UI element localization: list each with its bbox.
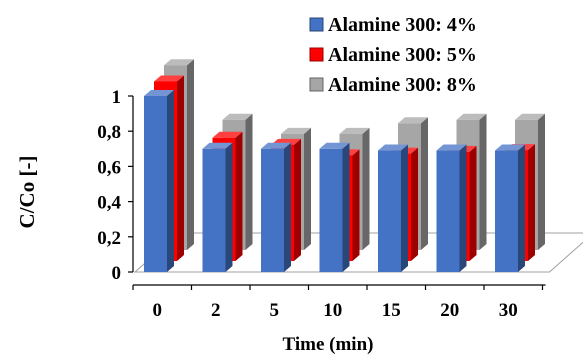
bar-top [144, 90, 174, 96]
legend-label: Alamine 300: 8% [328, 74, 477, 96]
x-tick-label: 5 [270, 300, 280, 321]
bar-top [378, 144, 408, 151]
bar-side [411, 147, 418, 261]
bar-front [378, 150, 401, 272]
bar-top [515, 113, 545, 120]
legend-label: Alamine 300: 4% [328, 14, 477, 36]
x-tick-label: 10 [323, 300, 342, 321]
bar-side [225, 142, 233, 272]
y-tick-label: 0,4 [97, 193, 121, 214]
x-tick-label: 0 [153, 300, 163, 321]
bar-front [202, 148, 226, 272]
legend-swatch [309, 47, 324, 62]
bar-side [518, 144, 525, 272]
legend-swatch [309, 77, 324, 92]
x-tick-label: 20 [440, 300, 459, 321]
bar-top [398, 117, 428, 124]
bar-side [245, 113, 253, 250]
x-tick-label: 2 [211, 300, 221, 321]
bar-side [167, 90, 174, 272]
bar-front [319, 148, 343, 272]
bar-side [352, 149, 360, 261]
legend-swatch [309, 17, 324, 32]
bar-top [339, 127, 370, 134]
bar-side [294, 138, 301, 261]
bar-side [538, 113, 545, 250]
bar [261, 142, 291, 272]
y-tick-label: 0,8 [97, 122, 121, 143]
bar [495, 144, 525, 272]
y-tick-label: 0 [112, 263, 122, 284]
x-tick-label: 15 [382, 300, 401, 321]
x-tick-label: 30 [499, 300, 518, 321]
bar-top [222, 113, 253, 120]
bar-side [284, 142, 291, 272]
bar-front [261, 148, 284, 272]
bar-top [154, 75, 184, 82]
bar-side [479, 113, 487, 250]
bar-side [177, 75, 184, 261]
legend-label: Alamine 300: 5% [328, 44, 477, 66]
bar-top [212, 131, 243, 138]
bar-top [261, 142, 291, 149]
bar-top [319, 142, 350, 149]
legend: Alamine 300: 4% Alamine 300: 5% Alamine 30… [309, 14, 477, 96]
bar-side [187, 59, 194, 251]
bar-front [144, 96, 167, 272]
bar [319, 142, 350, 272]
bar-side [459, 144, 467, 272]
bar-top [436, 144, 467, 151]
bar-front [436, 150, 460, 272]
bar-side [401, 144, 408, 272]
bar-side [421, 117, 428, 250]
bar-side [469, 145, 477, 261]
y-tick-label: 0,2 [97, 228, 121, 249]
bar-side [235, 131, 243, 261]
bar-side [362, 127, 370, 250]
bars [144, 59, 545, 272]
bar-top [202, 142, 233, 149]
bar-front [495, 150, 518, 272]
bar-side [304, 127, 311, 250]
bar-side [342, 142, 350, 272]
y-axis-label: C/Co [-] [15, 156, 39, 229]
bar [436, 144, 467, 272]
bar-top [164, 59, 194, 66]
bar-top [495, 144, 525, 151]
bar-side [528, 144, 535, 261]
axes: 00,20,40,60,810 2 5 10 15 20 30 [97, 87, 546, 321]
y-tick-label: 0,6 [97, 157, 121, 178]
bar [378, 144, 408, 272]
bar [202, 142, 233, 272]
bar-top [281, 127, 311, 134]
bar-top [456, 113, 487, 120]
bar [144, 90, 174, 272]
y-tick-label: 1 [112, 87, 122, 108]
x-axis-label: Time (min) [283, 334, 374, 355]
